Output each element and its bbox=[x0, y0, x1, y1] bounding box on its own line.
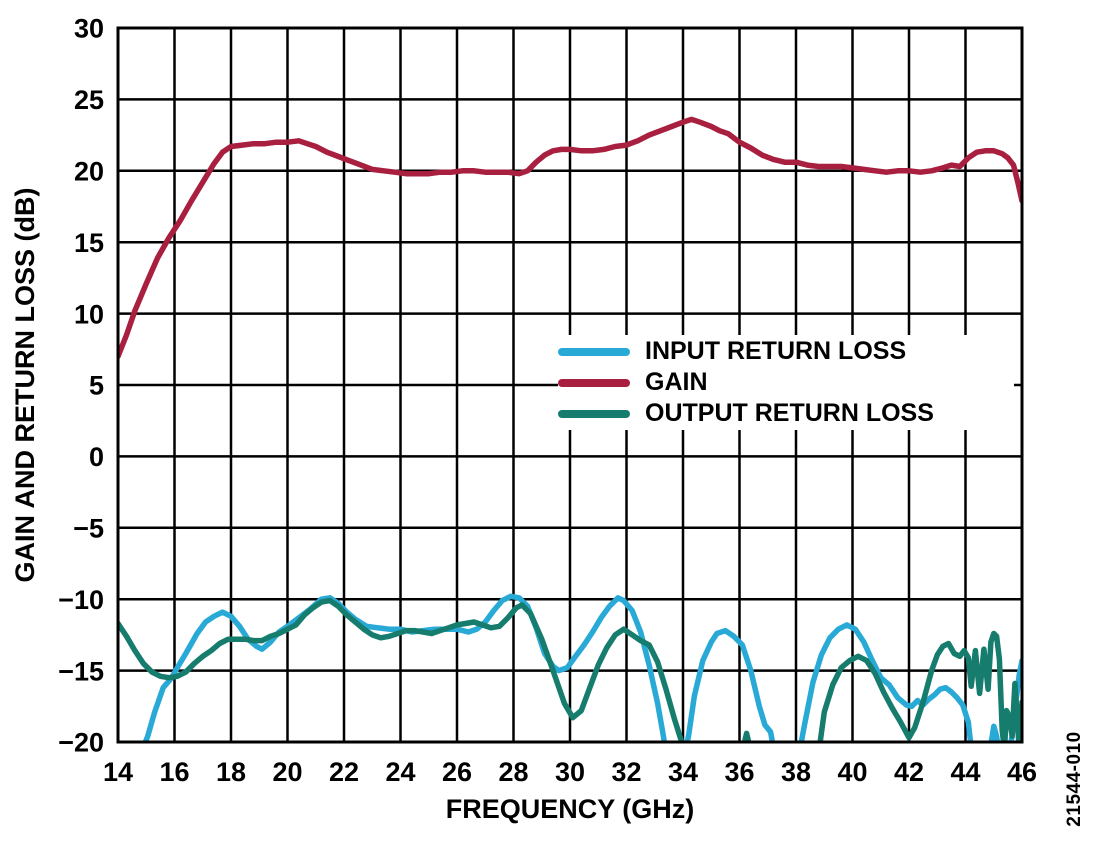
y-tick-label: −5 bbox=[73, 514, 104, 544]
x-tick-label: 46 bbox=[1007, 757, 1037, 787]
x-tick-label: 32 bbox=[611, 757, 641, 787]
x-tick-label: 16 bbox=[159, 757, 189, 787]
y-tick-label: 0 bbox=[89, 442, 104, 472]
legend-label: OUTPUT RETURN LOSS bbox=[645, 399, 934, 427]
series-line-output-return-loss bbox=[118, 597, 1022, 742]
x-tick-label: 18 bbox=[216, 757, 246, 787]
x-tick-label: 28 bbox=[498, 757, 528, 787]
y-tick-label: 20 bbox=[74, 157, 104, 187]
x-tick-label: 24 bbox=[385, 757, 415, 787]
y-tick-label: −10 bbox=[58, 585, 104, 615]
legend: INPUT RETURN LOSS GAIN OUTPUT RETURN LOS… bbox=[558, 335, 1014, 430]
x-tick-label: 20 bbox=[272, 757, 302, 787]
y-tick-label: −20 bbox=[58, 728, 104, 758]
x-tick-label: 40 bbox=[837, 757, 867, 787]
x-tick-label: 34 bbox=[668, 757, 698, 787]
x-tick-label: 44 bbox=[950, 757, 980, 787]
y-tick-label: 25 bbox=[74, 85, 104, 115]
y-axis-title: GAIN AND RETURN LOSS (dB) bbox=[10, 188, 40, 583]
x-tick-label: 42 bbox=[894, 757, 924, 787]
y-tick-label: −15 bbox=[58, 656, 104, 686]
output-return-loss-swatch bbox=[558, 409, 630, 418]
x-tick-label: 30 bbox=[555, 757, 585, 787]
x-tick-label: 26 bbox=[442, 757, 472, 787]
x-axis-title: FREQUENCY (GHz) bbox=[446, 794, 695, 824]
gain-swatch bbox=[558, 378, 630, 387]
x-tick-label: 22 bbox=[329, 757, 359, 787]
series-lines bbox=[118, 116, 1022, 742]
legend-label: INPUT RETURN LOSS bbox=[645, 337, 907, 365]
legend-item-output-return-loss: OUTPUT RETURN LOSS bbox=[558, 398, 1014, 429]
plot-frame bbox=[116, 26, 1024, 744]
legend-item-gain: GAIN bbox=[558, 367, 1014, 398]
y-tick-label: 30 bbox=[74, 14, 104, 44]
watermark-figure-number: 21544-010 bbox=[1064, 731, 1085, 826]
legend-label: GAIN bbox=[645, 368, 708, 396]
series-line-gain bbox=[118, 116, 1022, 360]
x-tick-label: 36 bbox=[724, 757, 754, 787]
x-tick-label: 14 bbox=[103, 757, 133, 787]
y-tick-label: 10 bbox=[74, 299, 104, 329]
input-return-loss-swatch bbox=[558, 347, 630, 356]
y-tick-label: 15 bbox=[74, 228, 104, 258]
y-tick-label: 5 bbox=[89, 371, 104, 401]
x-tick-labels: 14 16 18 20 22 24 26 28 30 32 34 36 38 40 42 44 46 bbox=[103, 757, 1037, 787]
legend-item-input-return-loss: INPUT RETURN LOSS bbox=[558, 336, 1014, 367]
x-tick-label: 38 bbox=[781, 757, 811, 787]
y-tick-labels: −20 −15 −10 −5 0 5 10 15 20 25 30 bbox=[58, 14, 104, 758]
